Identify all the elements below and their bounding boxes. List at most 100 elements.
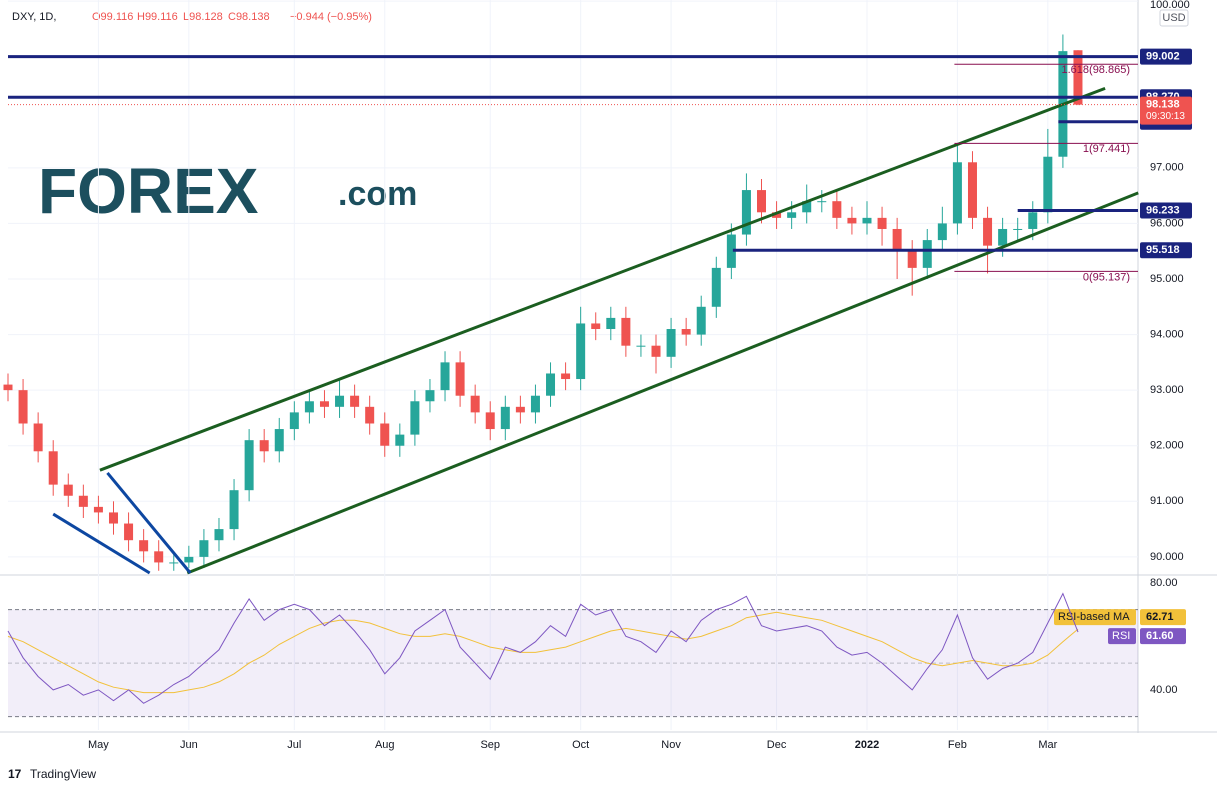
candle-body: [681, 329, 691, 335]
level-tag: [1140, 48, 1192, 65]
y-tick-label: 92.000: [1150, 440, 1184, 452]
candle-body: [621, 317, 631, 346]
candle-body: [410, 401, 420, 435]
x-tick-label: Feb: [948, 739, 967, 751]
series-value: 62.71: [1146, 611, 1174, 623]
candle-body: [711, 267, 721, 307]
footer-icon: 17: [8, 767, 22, 781]
candle-body: [757, 190, 766, 213]
candle-body: [470, 395, 480, 413]
candle-body: [651, 345, 661, 357]
candle-body: [772, 212, 782, 218]
logo-suffix: .com: [338, 175, 417, 213]
candle-body: [124, 523, 134, 541]
candle-body: [530, 395, 540, 413]
series-name-tag: [1108, 628, 1136, 645]
currency-box: [1159, 9, 1189, 27]
candle-body: [335, 395, 345, 407]
candle-body: [259, 440, 269, 452]
candle-body: [18, 390, 28, 424]
ohlc-open: O99.116: [92, 11, 133, 23]
candle-body: [741, 190, 751, 235]
candle-body: [787, 212, 797, 218]
candle-body: [304, 401, 314, 413]
level-tag-label: 99.002: [1146, 50, 1180, 62]
candle-body: [998, 228, 1008, 246]
candle-body: [214, 529, 224, 541]
x-tick-label: Nov: [661, 739, 681, 751]
logo-brand: FOREX: [38, 155, 259, 227]
ohlc-low: L98.128: [183, 11, 223, 23]
fib-label: 1.618(98.865): [1062, 64, 1131, 76]
series-name: RSI-based MA: [1058, 611, 1130, 623]
candle-body: [1028, 212, 1038, 229]
candle-body: [546, 373, 556, 396]
y-tick-label: 95.000: [1150, 273, 1184, 285]
candle-body: [832, 201, 842, 218]
x-tick-label: May: [88, 739, 109, 751]
candle-body: [515, 406, 525, 413]
x-tick-label: 2022: [855, 739, 879, 751]
y-tick-label: 97.000: [1150, 162, 1184, 174]
level-tag-label: 96.233: [1146, 204, 1180, 216]
level-tag: [1140, 202, 1192, 219]
candle-body: [274, 429, 284, 452]
candle-body: [365, 406, 375, 424]
candle-body: [244, 440, 254, 491]
candle-body: [1073, 50, 1083, 105]
candle-body: [817, 201, 827, 203]
fib-label: 0(95.137): [1083, 271, 1130, 283]
candle-body: [319, 401, 329, 407]
candle-body: [696, 306, 706, 335]
header: DXY, 1D, O99.116 H99.116 L98.128 C98.138…: [12, 11, 372, 23]
candle-body: [425, 390, 435, 402]
series-name: RSI: [1112, 630, 1130, 642]
candle-body: [3, 384, 13, 391]
candle-body: [289, 412, 299, 430]
candle-body: [892, 228, 902, 252]
candle-body: [33, 423, 43, 452]
x-tick-label: Aug: [375, 739, 395, 751]
candle-body: [395, 434, 405, 446]
level-tag-label: 95.518: [1146, 244, 1180, 256]
candle-body: [922, 240, 932, 268]
candle-body: [1043, 156, 1053, 213]
series-value-tag: [1140, 609, 1186, 626]
candle-body: [440, 362, 450, 391]
candle-body: [380, 423, 390, 446]
candle-body: [576, 323, 586, 380]
rsi-line: [7, 592, 1079, 704]
candle-body: [591, 323, 601, 330]
candle-body: [952, 162, 962, 224]
candle-body: [636, 345, 646, 347]
candle-body: [726, 234, 736, 268]
candle-body: [154, 551, 164, 563]
candle-body: [229, 490, 239, 530]
series-value-tag: [1140, 628, 1186, 645]
candle-body: [93, 506, 103, 513]
price-pane: [3, 0, 1139, 730]
trendline: [106, 472, 192, 574]
candle-body: [48, 451, 58, 485]
candle-body: [199, 540, 209, 557]
candle-body: [907, 251, 917, 268]
candle-body: [78, 495, 88, 507]
level-tag: [1140, 242, 1192, 259]
logo: FOREX .com: [38, 155, 417, 227]
trendline: [186, 191, 1139, 575]
candle-body: [63, 484, 73, 496]
rsi-line: [7, 611, 1079, 694]
trendline: [99, 86, 1106, 472]
footer: TradingView: [30, 767, 96, 781]
symbol: DXY, 1D,: [12, 11, 56, 23]
last-price-label: 98.138: [1146, 99, 1180, 111]
x-tick-label: Oct: [572, 739, 589, 751]
ohlc-high: H99.116: [137, 11, 178, 23]
series-value: 61.60: [1146, 630, 1174, 642]
y-tick-label: 100.000: [1150, 0, 1190, 11]
y-tick-label: 94.000: [1150, 328, 1184, 340]
candle-body: [169, 562, 179, 564]
candle-body: [485, 412, 495, 430]
